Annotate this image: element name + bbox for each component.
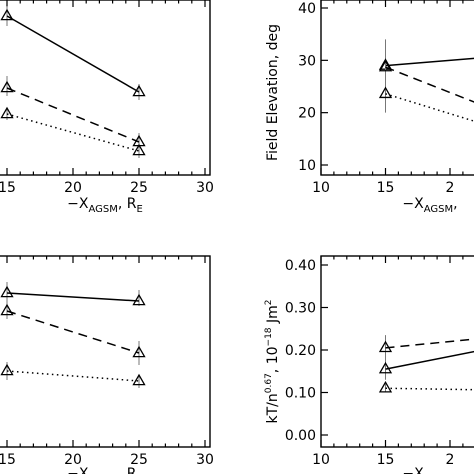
x-tick-label: 25 [130, 180, 148, 196]
y-tick-label: 40 [298, 1, 316, 17]
x-tick-label: 10 [312, 452, 330, 468]
series-line-dashed [6, 310, 140, 354]
data-point-triangle [0, 106, 14, 119]
series-line-solid [385, 57, 474, 67]
series-group [0, 282, 146, 388]
data-point-triangle [0, 8, 14, 21]
series-line-solid [385, 350, 474, 370]
data-point-triangle [378, 380, 393, 393]
y-tick-label: 10 [298, 158, 316, 174]
series-line-dotted [6, 113, 140, 152]
data-point-triangle [378, 86, 393, 99]
series-group [378, 39, 474, 122]
series-line-solid [6, 292, 140, 302]
plot-frame [0, 0, 211, 176]
data-point-triangle [132, 293, 146, 306]
y-tick-label: 30 [298, 53, 316, 69]
y-axis-label: Field Elevation, deg [265, 24, 281, 161]
series-line-solid [6, 15, 140, 93]
series-line-dotted [6, 370, 140, 382]
series-line-dashed [385, 338, 474, 349]
x-tick-label: 20 [64, 452, 82, 468]
data-point-triangle [132, 373, 146, 386]
x-tick-label: 15 [377, 452, 395, 468]
data-point-triangle [378, 59, 393, 72]
panel-bottom-left: 15 20 25 30 −XAGSM, RE [0, 255, 214, 474]
x-tick-label: 30 [196, 452, 214, 468]
y-tick-label: 0.20 [285, 343, 316, 359]
y-tick-label: 0.10 [285, 386, 316, 402]
plot-frame [320, 255, 474, 448]
series-group [0, 6, 146, 158]
data-point-triangle [132, 143, 146, 156]
x-axis-label: −XAGSM, RE [67, 466, 143, 474]
plot-frame [320, 0, 474, 176]
data-point-triangle [0, 303, 14, 316]
y-tick-label: 0.40 [285, 258, 316, 274]
plot-frame [0, 255, 211, 448]
panel-bottom-right: 10 15 2 0.00 0.10 0.20 0.30 0.40 −XAGSM, kT/n0.67… [264, 255, 474, 474]
x-axis-label: −XAGSM, RE [67, 196, 143, 215]
data-point-triangle [378, 361, 393, 374]
x-tick-label: 15 [0, 180, 16, 196]
panel-top-left: 15 20 25 30 −XAGSM, RE [0, 0, 214, 215]
panel-top-right: 10 15 2 10 20 30 40 −XAGSM, Field Elevation, deg [265, 0, 474, 215]
x-tick-label: 2 [446, 180, 455, 196]
x-tick-label: 2 [446, 452, 455, 468]
series-line-dotted [385, 387, 474, 391]
y-tick-label: 0.00 [285, 428, 316, 444]
data-point-triangle [0, 80, 14, 93]
data-point-triangle [0, 363, 14, 376]
series-line-dashed [6, 87, 140, 143]
y-tick-label: 0.30 [285, 301, 316, 317]
x-tick-label: 10 [312, 180, 330, 196]
x-tick-label: 15 [377, 180, 395, 196]
y-tick-label: 20 [298, 106, 316, 122]
data-point-triangle [132, 84, 146, 97]
series-line-dashed [385, 66, 474, 103]
data-point-triangle [132, 345, 146, 358]
data-point-triangle [378, 340, 393, 353]
x-axis-label: −XAGSM, [402, 466, 457, 474]
data-point-triangle [0, 285, 14, 298]
x-axis-label: −XAGSM, [402, 196, 457, 215]
series-group [378, 335, 474, 393]
x-tick-label: 25 [130, 452, 148, 468]
series-line-dotted [385, 93, 474, 122]
x-tick-label: 20 [64, 180, 82, 196]
x-tick-label: 15 [0, 452, 16, 468]
x-tick-label: 30 [196, 180, 214, 196]
y-axis-label: kT/n0.67, 10−18 Jm2 [264, 300, 281, 424]
